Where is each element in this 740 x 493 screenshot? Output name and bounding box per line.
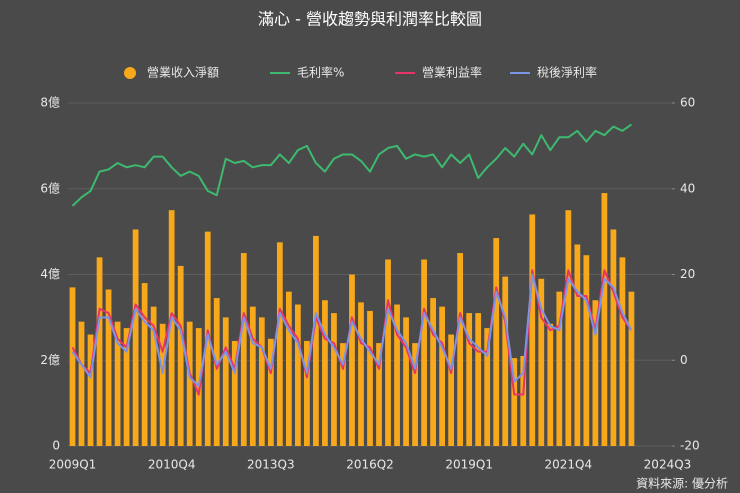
bar: [538, 278, 545, 446]
grid: [68, 102, 672, 447]
bar: [358, 302, 364, 446]
line: [71, 123, 633, 207]
bar: [412, 343, 418, 446]
bar: [610, 229, 617, 446]
bar: [249, 306, 256, 446]
x-tick-label: 2016Q2: [346, 458, 394, 472]
bar: [565, 210, 572, 446]
y2-tick-label: 40: [680, 181, 695, 195]
bar: [258, 317, 265, 446]
bar: [457, 253, 464, 446]
bar: [150, 306, 157, 446]
bar: [285, 291, 292, 446]
bar: [502, 276, 509, 446]
bar: [466, 313, 473, 446]
x-tick-label: 2021Q4: [545, 458, 593, 472]
legend-label: 營業利益率: [422, 65, 482, 80]
y-tick-label: 2億: [40, 353, 60, 367]
x-tick-label: 2010Q4: [148, 458, 196, 472]
x-tick-label: 2019Q1: [445, 458, 493, 472]
legend-marker: [124, 67, 136, 79]
bar: [123, 328, 130, 446]
bar: [87, 334, 94, 446]
bar: [159, 323, 166, 446]
bar: [141, 283, 148, 446]
line: [71, 269, 633, 396]
legend-label: 毛利率%: [297, 65, 344, 80]
bar: [430, 298, 436, 446]
bar: [304, 340, 310, 446]
bar: [367, 310, 373, 446]
y-tick-label: 0: [52, 439, 60, 453]
bar: [619, 257, 626, 446]
bar: [231, 340, 238, 446]
bar: [132, 229, 139, 446]
x-tick-label: 2013Q3: [247, 458, 295, 472]
bar: [114, 321, 121, 446]
y2-tick-label: 20: [680, 267, 695, 281]
bar: [213, 298, 220, 446]
x-tick-label: 2009Q1: [49, 458, 97, 472]
bar: [349, 274, 355, 446]
bar: [493, 238, 500, 446]
x-tick-label: 2024Q3: [644, 458, 692, 472]
bar: [78, 321, 85, 446]
bar: [403, 317, 409, 446]
y2-tick-label: -20: [680, 439, 700, 453]
chart-title: 滿心 - 營收趨勢與利潤率比較圖: [258, 10, 482, 29]
bar: [547, 323, 554, 446]
bar: [628, 291, 635, 446]
bar: [240, 253, 247, 446]
bar: [385, 259, 391, 446]
bar: [322, 300, 328, 446]
y2-tick-label: 0: [680, 353, 688, 367]
y-tick-label: 8億: [40, 96, 60, 110]
y-tick-label: 6億: [40, 181, 60, 195]
bar: [556, 291, 563, 446]
bar: [574, 244, 581, 446]
bar: [421, 259, 427, 446]
legend-label: 營業收入淨額: [147, 66, 219, 80]
bar: [222, 317, 229, 446]
bar: [186, 321, 193, 446]
bar: [394, 304, 400, 446]
bar: [484, 328, 491, 446]
y2-tick-label: 60: [680, 96, 695, 110]
line: [71, 273, 633, 387]
bar: [168, 210, 175, 446]
source-note: 資料來源: 優分析: [636, 477, 728, 491]
bar: [376, 343, 382, 446]
bar: [475, 313, 482, 446]
bar: [313, 235, 319, 446]
bar: [511, 358, 518, 446]
bar: [340, 343, 346, 446]
bar: [294, 304, 301, 446]
bar: [195, 328, 202, 446]
bar: [592, 300, 599, 446]
bar: [601, 193, 608, 446]
bar: [331, 313, 337, 446]
legend-label: 稅後淨利率: [537, 65, 597, 80]
bar: [520, 355, 527, 446]
bar: [439, 306, 446, 446]
bar: [105, 289, 112, 446]
bar: [448, 334, 455, 446]
bar: [96, 257, 103, 446]
bar: [529, 214, 536, 446]
bar: [583, 255, 590, 446]
bar: [177, 265, 184, 446]
bar: [276, 242, 283, 446]
bar: [267, 338, 274, 446]
y-tick-label: 4億: [40, 267, 60, 281]
bar: [69, 287, 76, 446]
